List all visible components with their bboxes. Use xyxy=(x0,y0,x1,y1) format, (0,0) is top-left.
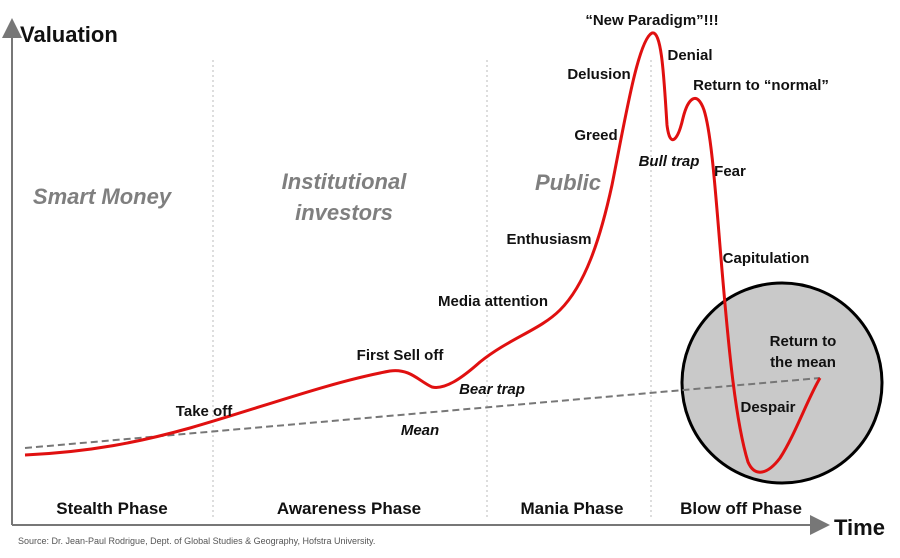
phase-label: Mania Phase xyxy=(521,499,624,518)
annotation: Media attention xyxy=(438,293,548,310)
annotation: First Sell off xyxy=(357,347,445,364)
annotation: Delusion xyxy=(567,66,630,83)
x-axis-label: Time xyxy=(834,515,885,540)
source: Source: Dr. Jean-Paul Rodrigue, Dept. of… xyxy=(18,536,375,546)
annotation: Greed xyxy=(574,127,617,144)
phase-label: Awareness Phase xyxy=(277,499,421,518)
annotation: Despair xyxy=(740,399,795,416)
annotation: Return to xyxy=(770,333,837,350)
group-label: Smart Money xyxy=(33,184,173,209)
group-label: Institutional xyxy=(282,169,408,194)
phase-label: Stealth Phase xyxy=(56,499,168,518)
annotation: Bull trap xyxy=(639,153,700,170)
annotation: Capitulation xyxy=(723,250,810,267)
phase-label: Blow off Phase xyxy=(680,499,802,518)
annotation: “New Paradigm”!!! xyxy=(585,12,718,29)
annotation: Take off xyxy=(176,403,233,420)
bubble-curve xyxy=(24,31,822,474)
y-axis-label: Valuation xyxy=(20,22,118,47)
group-label: investors xyxy=(295,200,393,225)
annotation: Bear trap xyxy=(459,381,525,398)
annotation: Denial xyxy=(667,47,712,64)
group-label: Public xyxy=(535,170,601,195)
annotation: the mean xyxy=(770,354,836,371)
annotation: Enthusiasm xyxy=(506,231,591,248)
despair-circle xyxy=(680,281,884,485)
dividers xyxy=(212,60,652,520)
annotation: Fear xyxy=(714,163,746,180)
annotation: Mean xyxy=(401,422,439,439)
annotation: Return to “normal” xyxy=(693,77,829,94)
